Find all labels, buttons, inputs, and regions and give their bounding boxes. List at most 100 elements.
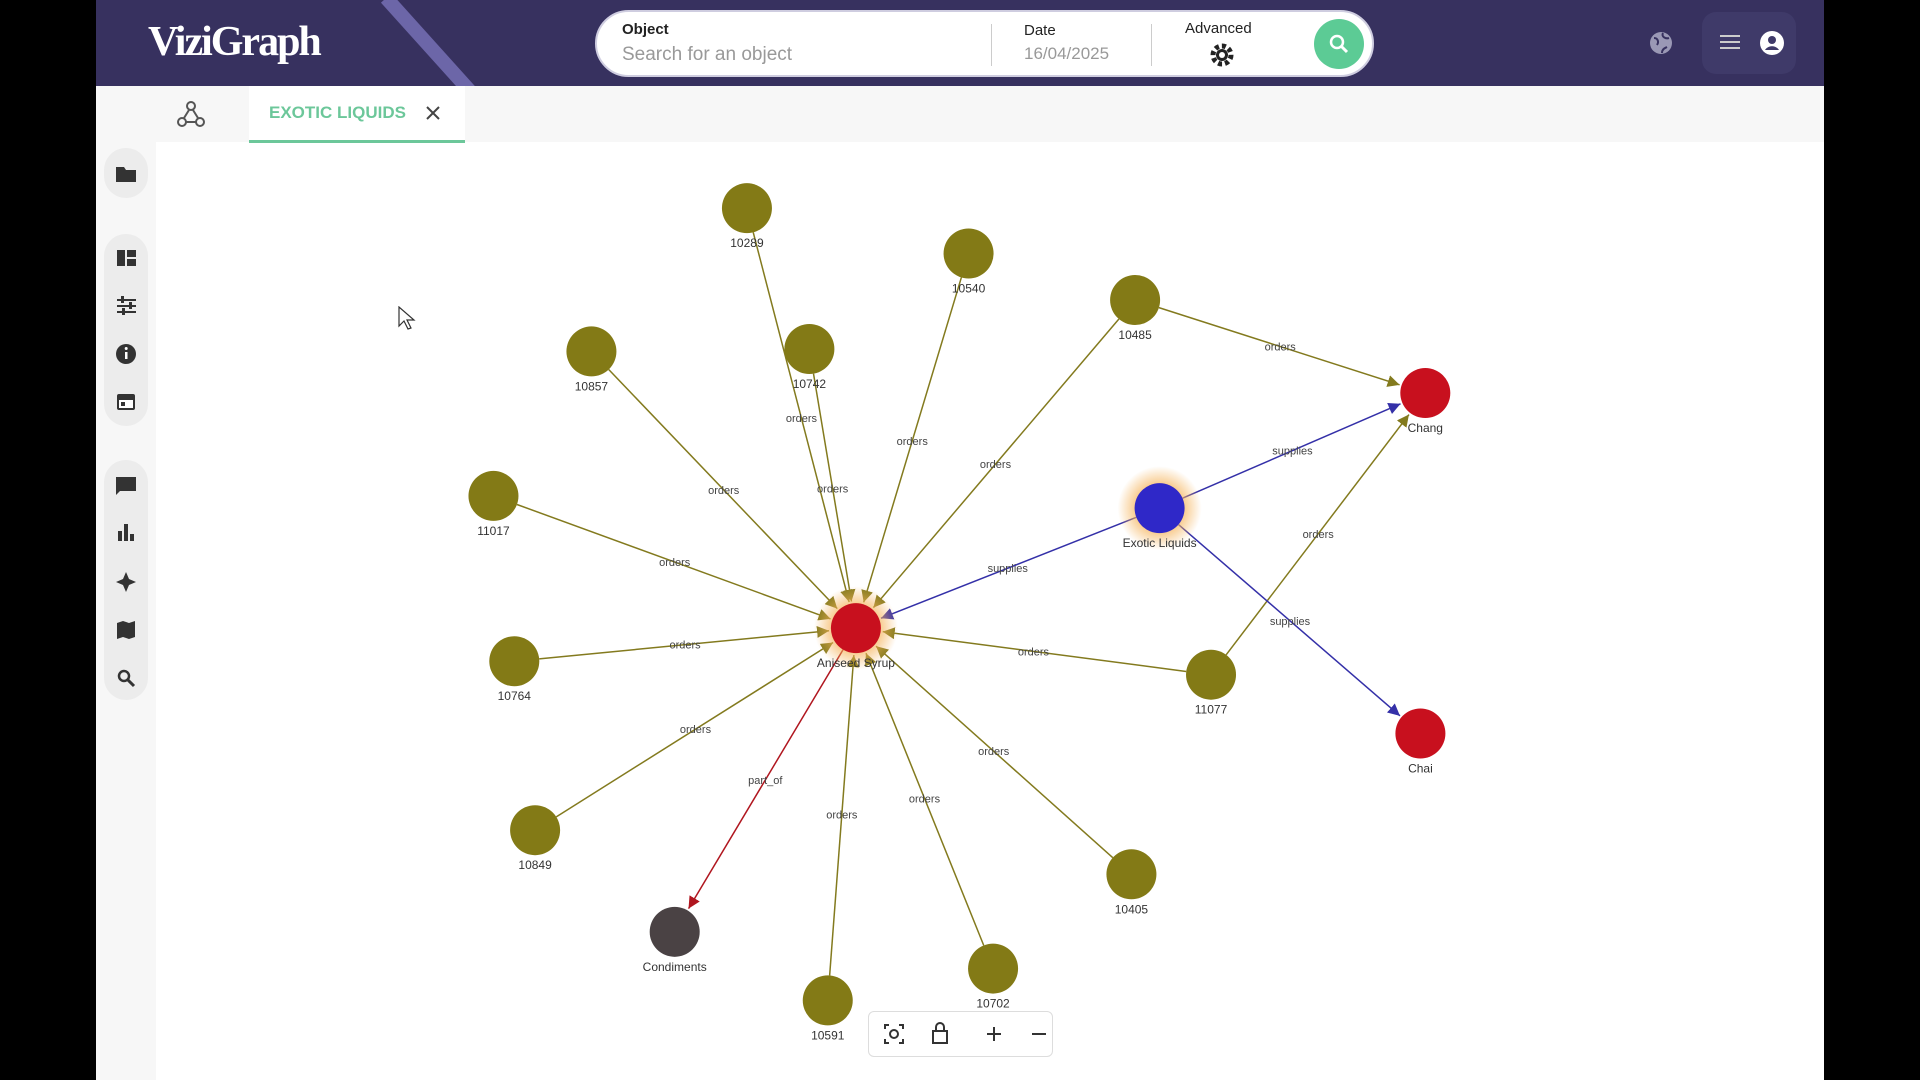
node[interactable]	[1134, 483, 1185, 534]
filter-icon[interactable]	[117, 296, 136, 315]
edge-label: orders	[909, 793, 941, 805]
edges: orders orders orders orders orders orders orde…	[516, 232, 1410, 976]
tab-title: EXOTIC LIQUIDS	[269, 103, 406, 122]
node-label: 10591	[811, 1028, 845, 1042]
graph-canvas[interactable]: orders orders orders orders orders orders orde…	[96, 0, 1824, 1080]
edge	[516, 503, 831, 621]
node-label: 11077	[1195, 703, 1228, 717]
advanced-label: Advanced	[1185, 20, 1252, 37]
node[interactable]	[721, 183, 772, 234]
globe-icon[interactable]	[1648, 30, 1674, 56]
edge-label: orders	[670, 640, 702, 652]
node[interactable]	[1400, 368, 1451, 419]
node[interactable]	[1395, 708, 1446, 759]
edge-label: part_of	[748, 775, 783, 787]
edge	[828, 655, 859, 976]
edge	[1225, 414, 1410, 656]
object-label: Object	[622, 21, 669, 38]
edge-label: orders	[786, 413, 818, 425]
node-label: 11017	[477, 524, 510, 538]
separator	[991, 24, 992, 66]
edge	[687, 649, 844, 910]
edge-label: orders	[817, 484, 849, 496]
node-label: 10289	[730, 236, 764, 250]
edge	[1182, 403, 1401, 499]
fit-button[interactable]	[884, 1024, 904, 1044]
edge-label: orders	[659, 557, 691, 569]
node-label: Chai	[1408, 761, 1433, 775]
sidebar-icons	[116, 167, 136, 688]
decor	[380, 0, 486, 86]
cursor	[398, 306, 416, 330]
node[interactable]	[968, 943, 1019, 994]
menu-icon[interactable]	[1720, 33, 1742, 53]
edge	[752, 232, 852, 603]
edge	[882, 627, 1187, 673]
node[interactable]	[1106, 849, 1157, 900]
edge	[539, 625, 830, 660]
search-icon[interactable]	[117, 669, 136, 688]
tab-bar: EXOTIC LIQUIDS	[96, 86, 1824, 143]
edge	[864, 652, 985, 946]
lock-button[interactable]	[932, 1022, 948, 1044]
edge-label: orders	[978, 746, 1010, 758]
info-icon[interactable]	[116, 344, 136, 364]
node-label: 10702	[976, 997, 1010, 1011]
edge	[861, 277, 963, 603]
node-label: 10485	[1118, 328, 1152, 342]
node[interactable]	[943, 228, 994, 279]
edge-label: orders	[1265, 342, 1297, 354]
account-icon[interactable]	[1758, 29, 1786, 57]
search-button[interactable]	[1314, 19, 1364, 69]
edge	[880, 516, 1137, 620]
sparkle-icon[interactable]	[116, 572, 136, 592]
chat-icon[interactable]	[116, 477, 136, 495]
user-menu	[1702, 12, 1796, 74]
close-tab[interactable]	[425, 105, 441, 121]
edge	[608, 368, 838, 610]
edge	[812, 373, 856, 602]
node-label: 10405	[1115, 902, 1149, 916]
edge-label: orders	[1303, 529, 1335, 541]
edge-label: supplies	[988, 563, 1029, 575]
edge	[1178, 523, 1401, 717]
node[interactable]	[649, 906, 700, 957]
edge-label: orders	[1018, 646, 1050, 658]
graph-tab-icon[interactable]	[176, 100, 206, 130]
node-label: Aniseed Syrup	[817, 656, 895, 670]
node-label: 10764	[498, 689, 532, 703]
map-icon[interactable]	[117, 621, 135, 639]
node[interactable]	[510, 805, 561, 856]
object-input[interactable]: Search for an object	[622, 44, 793, 65]
node[interactable]	[1186, 649, 1237, 700]
node[interactable]	[566, 326, 617, 377]
edge-label: orders	[680, 724, 712, 736]
logo[interactable]: ViziGraph	[148, 19, 322, 65]
settings-icon[interactable]	[1209, 42, 1235, 68]
edge-label: orders	[708, 485, 740, 497]
date-label: Date	[1024, 22, 1056, 39]
node[interactable]	[830, 603, 881, 654]
node-label: 10742	[793, 377, 827, 391]
edge	[875, 645, 1114, 859]
folder-icon[interactable]	[116, 167, 136, 182]
zoom-in[interactable]	[987, 1027, 1001, 1041]
edge-label: supplies	[1272, 446, 1313, 458]
node[interactable]	[468, 470, 519, 521]
edge	[1158, 306, 1400, 387]
date-input[interactable]: 16/04/2025	[1024, 44, 1110, 63]
edge-label: supplies	[1270, 616, 1311, 628]
dashboard-icon[interactable]	[117, 250, 136, 266]
node-label: 10857	[575, 379, 609, 393]
node[interactable]	[784, 323, 835, 374]
node-label: 10540	[952, 281, 986, 295]
node-label: Chang	[1408, 421, 1443, 435]
tab[interactable]: EXOTIC LIQUIDS	[249, 86, 465, 143]
calendar-icon[interactable]	[117, 394, 135, 410]
node[interactable]	[1110, 275, 1161, 325]
node[interactable]	[489, 636, 540, 687]
node-label: Exotic Liquids	[1123, 536, 1197, 550]
node[interactable]	[802, 975, 853, 1026]
chart-icon[interactable]	[118, 524, 134, 541]
